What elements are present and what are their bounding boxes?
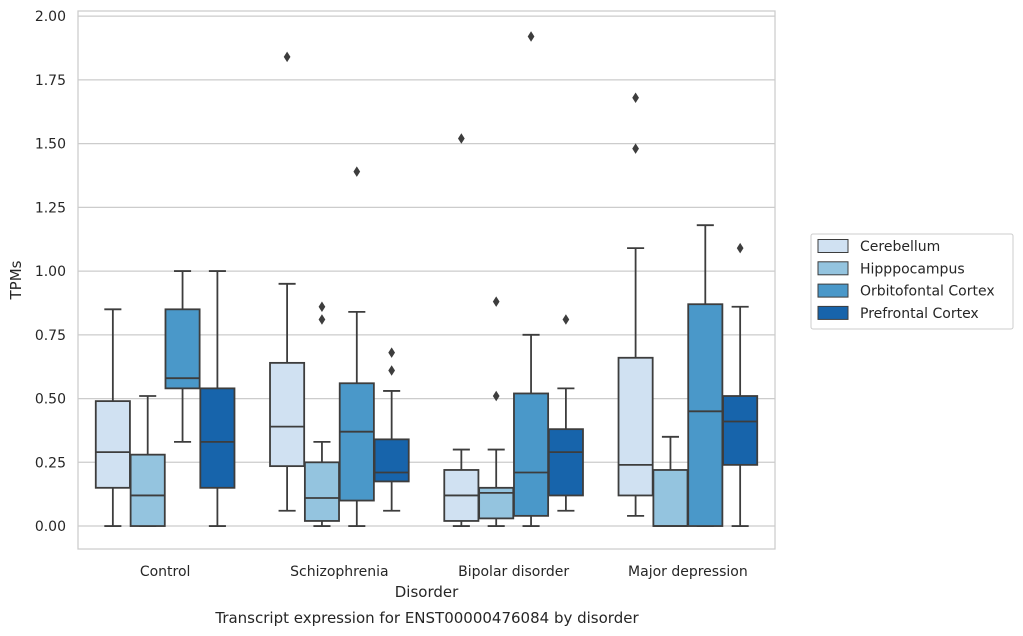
box-body [269,361,306,468]
box-body [129,453,166,527]
box-2-2 [513,31,550,527]
outlier-point [632,92,639,103]
box-body [547,428,584,497]
outlier-point [318,314,326,325]
outlier-point [736,242,744,254]
outlier-point [492,390,500,402]
chart-caption: Transcript expression for ENST0000047608… [214,609,639,627]
legend-swatch [817,239,849,253]
box-body [199,387,236,489]
box-2-1 [478,296,515,527]
legend-label: Orbitofontal Cortex [860,284,995,300]
box-1-3 [373,347,410,512]
box-0-1 [129,395,166,527]
legend-swatch [817,283,849,298]
box-body [303,461,340,522]
y-tick-label: 1.75 [35,73,66,89]
boxes [94,31,759,527]
y-tick-label: 1.00 [35,264,66,280]
plot-area-frame [77,10,776,550]
x-tick-label: Bipolar disorder [458,564,569,580]
outlier-point [283,51,291,63]
legend-frame [810,233,1014,330]
box-body [373,438,410,483]
box-2-3 [547,314,584,512]
outlier-point [632,143,639,154]
y-tick-label: 0.25 [35,455,66,471]
x-tick-label: Major depression [628,564,748,580]
outlier-point [388,347,396,358]
box-body [513,392,550,517]
outlier-point [318,301,326,313]
outlier-point [527,31,535,42]
box-1-0 [269,51,306,512]
box-body [722,395,759,466]
legend: Cerebellum Hipppocampus Orbitofontal Corte… [810,233,1014,330]
box-body [652,469,689,527]
legend-swatch [817,305,849,320]
box-3-2 [687,224,724,527]
outlier-point [457,133,465,144]
box-body [338,382,375,502]
x-tick-labels: Control Schizophrenia Bipolar disorder Majo… [140,564,748,580]
y-tick-label: 0.00 [35,519,66,535]
box-body [687,303,724,527]
box-0-2 [164,270,201,443]
y-tick-label: 2.00 [35,9,66,25]
y-tick-label: 0.75 [35,328,66,344]
outlier-point [388,365,396,376]
y-tick-label: 1.25 [35,200,66,216]
box-3-0 [617,92,654,517]
y-tick-label: 0.50 [35,392,66,408]
x-tick-label: Schizophrenia [290,564,388,580]
y-tick-label: 1.50 [35,137,66,153]
legend-swatch [817,261,849,276]
y-axis-label: TPMs [7,260,25,300]
box-0-0 [94,308,131,527]
box-2-0 [443,133,480,527]
box-body [164,308,201,390]
legend-label: Prefrontal Cortex [860,306,979,322]
box-3-3 [722,242,759,527]
box-body [94,400,131,489]
box-1-2 [338,166,375,527]
box-0-3 [199,270,236,527]
x-axis-label: Disorder [395,583,459,601]
box-1-1 [303,301,340,527]
box-3-1 [652,435,689,527]
outlier-point [353,166,361,177]
legend-label: Hipppocampus [860,261,965,277]
outlier-point [562,314,570,325]
legend-label: Cerebellum [860,239,940,255]
box-body [617,356,654,497]
outlier-point [492,296,500,307]
y-tick-labels: 0.00 0.25 0.50 0.75 1.00 1.25 1.50 1.75 2.00 [35,9,66,535]
x-tick-label: Control [140,564,191,580]
